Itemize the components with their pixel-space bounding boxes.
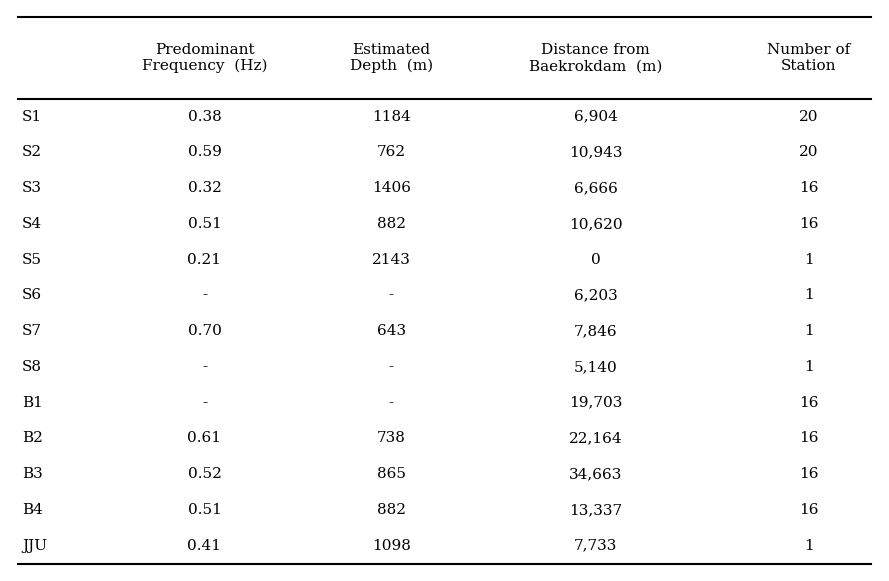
Text: 1: 1 [805,324,813,338]
Text: 0.21: 0.21 [188,253,221,267]
Text: 7,846: 7,846 [573,324,618,338]
Text: 882: 882 [377,503,405,517]
Text: S1: S1 [22,110,43,124]
Text: 2143: 2143 [372,253,411,267]
Text: 1: 1 [805,253,813,267]
Text: 1: 1 [805,360,813,374]
Text: 13,337: 13,337 [569,503,622,517]
Text: 762: 762 [377,145,405,159]
Text: -: - [388,396,394,410]
Text: 882: 882 [377,217,405,231]
Text: -: - [202,360,207,374]
Text: S3: S3 [22,181,42,195]
Text: 19,703: 19,703 [569,396,622,410]
Text: 20: 20 [799,110,819,124]
Text: 738: 738 [377,432,405,446]
Text: S4: S4 [22,217,43,231]
Text: 16: 16 [799,181,819,195]
Text: 6,666: 6,666 [573,181,618,195]
Text: 6,904: 6,904 [573,110,618,124]
Text: 16: 16 [799,396,819,410]
Text: 1: 1 [805,288,813,303]
Text: 10,620: 10,620 [569,217,622,231]
Text: 1184: 1184 [372,110,411,124]
Text: 0.41: 0.41 [188,539,221,553]
Text: 643: 643 [377,324,405,338]
Text: -: - [388,288,394,303]
Text: 0.59: 0.59 [188,145,221,159]
Text: 34,663: 34,663 [569,467,622,481]
Text: 1406: 1406 [372,181,411,195]
Text: 865: 865 [377,467,405,481]
Text: S6: S6 [22,288,43,303]
Text: 20: 20 [799,145,819,159]
Text: 0.32: 0.32 [188,181,221,195]
Text: 16: 16 [799,503,819,517]
Text: Estimated
Depth  (m): Estimated Depth (m) [349,43,433,73]
Text: Predominant
Frequency  (Hz): Predominant Frequency (Hz) [141,43,268,73]
Text: 0.52: 0.52 [188,467,221,481]
Text: 1: 1 [805,539,813,553]
Text: S8: S8 [22,360,42,374]
Text: 0: 0 [591,253,600,267]
Text: 16: 16 [799,432,819,446]
Text: B4: B4 [22,503,43,517]
Text: S7: S7 [22,324,42,338]
Text: -: - [202,288,207,303]
Text: 5,140: 5,140 [573,360,618,374]
Text: -: - [388,360,394,374]
Text: 6,203: 6,203 [573,288,618,303]
Text: B3: B3 [22,467,43,481]
Text: 0.51: 0.51 [188,503,221,517]
Text: S5: S5 [22,253,42,267]
Text: S2: S2 [22,145,43,159]
Text: -: - [202,396,207,410]
Text: Number of
Station: Number of Station [767,43,851,73]
Text: B1: B1 [22,396,43,410]
Text: 0.70: 0.70 [188,324,221,338]
Text: 1098: 1098 [372,539,411,553]
Text: JJU: JJU [22,539,47,553]
Text: B2: B2 [22,432,43,446]
Text: 16: 16 [799,467,819,481]
Text: 10,943: 10,943 [569,145,622,159]
Text: 0.38: 0.38 [188,110,221,124]
Text: 7,733: 7,733 [574,539,617,553]
Text: Distance from
Baekrokdam  (m): Distance from Baekrokdam (m) [529,43,662,73]
Text: 22,164: 22,164 [569,432,622,446]
Text: 0.51: 0.51 [188,217,221,231]
Text: 0.61: 0.61 [188,432,221,446]
Text: 16: 16 [799,217,819,231]
